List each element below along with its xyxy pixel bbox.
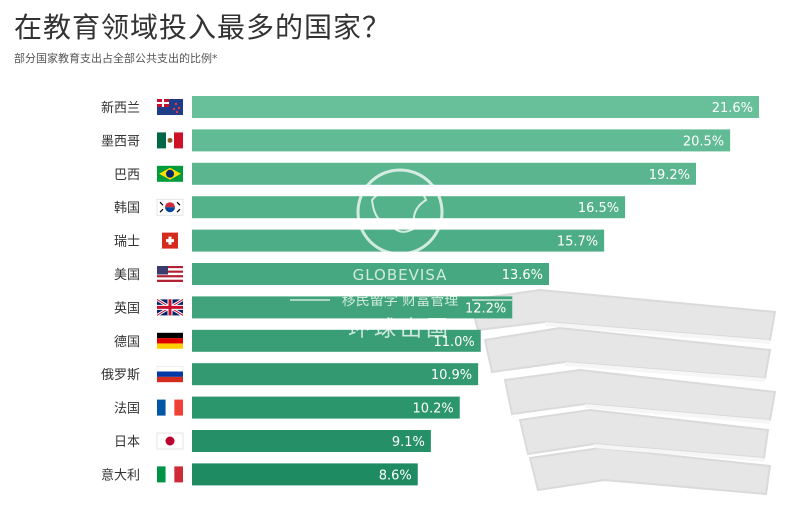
country-label: 巴西 xyxy=(114,168,140,183)
watermark-brand: GLOBEVISA xyxy=(353,266,448,284)
bar-row: 德国 11.0% xyxy=(114,329,481,352)
bar-row: 日本 9.1% xyxy=(114,430,431,452)
bar xyxy=(192,196,626,219)
flag-icon xyxy=(157,266,183,282)
country-label: 意大利 xyxy=(101,467,140,483)
bar xyxy=(192,96,759,118)
country-label: 英国 xyxy=(114,301,140,316)
value-label: 9.1% xyxy=(392,435,425,450)
bar-row: 韩国 16.5% xyxy=(114,196,626,219)
country-label: 美国 xyxy=(114,268,140,283)
flag-icon xyxy=(156,198,184,216)
value-label: 13.6% xyxy=(502,268,543,283)
flag-icon xyxy=(157,99,183,115)
watermark-name: 环球出国 xyxy=(348,317,452,342)
bar xyxy=(192,430,431,452)
bar-row: 英国 12.2% xyxy=(114,296,513,319)
bar xyxy=(192,329,481,352)
bar xyxy=(192,396,460,419)
globe-icon xyxy=(356,168,444,256)
bar-row: 美国 13.6% xyxy=(114,263,549,285)
flag-icon xyxy=(157,332,183,349)
bar xyxy=(192,263,549,285)
country-label: 墨西哥 xyxy=(101,134,140,149)
bar-row: 新西兰 21.6% xyxy=(101,96,759,118)
bar-row: 瑞士 15.7% xyxy=(114,229,605,252)
value-label: 19.2% xyxy=(649,168,690,183)
flag-icon xyxy=(156,432,184,450)
bar xyxy=(192,229,605,252)
flag-icon xyxy=(157,466,183,483)
books-illustration xyxy=(468,288,777,496)
flag-icon xyxy=(156,298,184,317)
flag-icon xyxy=(162,232,178,249)
flag-icon xyxy=(157,165,183,182)
bar-row: 巴西 19.2% xyxy=(114,162,696,185)
country-label: 法国 xyxy=(114,402,140,417)
country-label: 德国 xyxy=(114,335,140,350)
country-label: 日本 xyxy=(114,435,140,450)
bar xyxy=(192,363,479,386)
watermark: GLOBEVISA 移民留学 财富管理 环球出国 xyxy=(290,168,512,342)
bar xyxy=(192,162,696,185)
flag-icon xyxy=(157,399,183,416)
value-label: 21.6% xyxy=(712,101,753,116)
country-label: 韩国 xyxy=(114,201,140,216)
chart-subtitle: 部分国家教育支出占全部公共支出的比例* xyxy=(14,52,218,65)
bar xyxy=(192,463,418,486)
chart-title: 在教育领域投入最多的国家？ xyxy=(14,11,392,44)
bar xyxy=(192,129,731,152)
bar-row: 俄罗斯 10.9% xyxy=(101,363,479,386)
watermark-tagline: 移民留学 财富管理 xyxy=(342,292,458,309)
value-label: 10.9% xyxy=(431,368,472,383)
flag-icon xyxy=(156,365,184,383)
value-label: 8.6% xyxy=(379,468,412,483)
value-label: 12.2% xyxy=(465,301,506,316)
flag-icon xyxy=(157,132,183,149)
country-label: 新西兰 xyxy=(101,100,140,116)
value-label: 11.0% xyxy=(433,335,474,350)
value-label: 16.5% xyxy=(578,201,619,216)
value-label: 15.7% xyxy=(557,235,598,250)
bar-row: 墨西哥 20.5% xyxy=(101,129,731,152)
value-label: 20.5% xyxy=(683,134,724,149)
bar-row: 法国 10.2% xyxy=(114,396,460,419)
bar-row: 意大利 8.6% xyxy=(101,463,418,486)
country-label: 瑞士 xyxy=(114,235,140,250)
country-label: 俄罗斯 xyxy=(101,368,140,383)
bar xyxy=(192,296,513,319)
value-label: 10.2% xyxy=(412,402,453,417)
